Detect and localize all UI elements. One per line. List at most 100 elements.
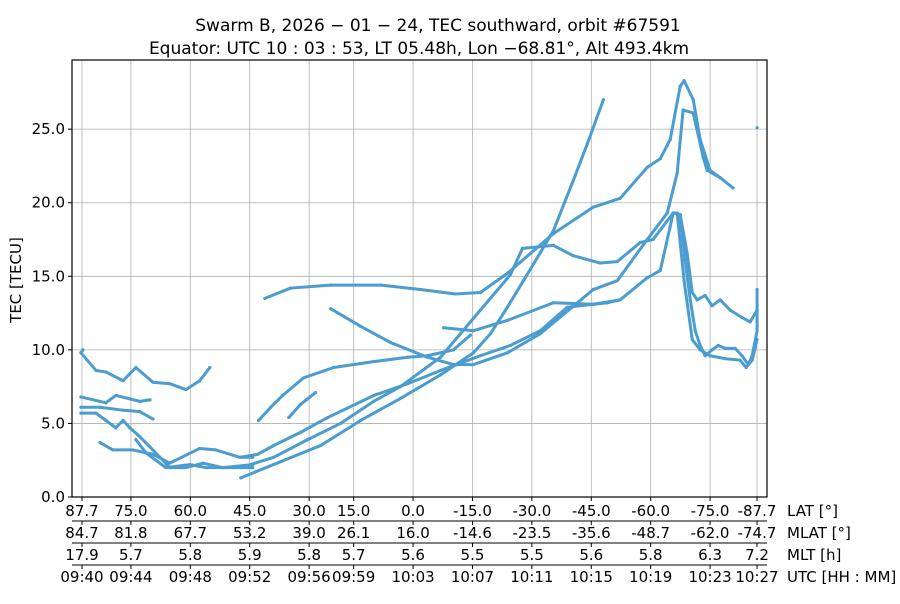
x-axis-mlat: 84.7 81.8 67.7 53.2 39.0 26.1 16.0 -14.6 -23.5 -3… [65,520,851,542]
x-tick-label: 5.5 [520,546,544,564]
data-point [257,418,261,423]
x-tick-label: -30.0 [512,502,551,520]
data-point [571,179,575,183]
x-tick-label: 15.0 [337,502,370,520]
tec-track-line [442,211,759,367]
data-point [104,401,108,405]
data-point [693,329,697,333]
data-point [615,279,619,283]
data-point [478,290,482,295]
x-tick-label: 5.7 [119,546,143,564]
data-point [131,448,135,452]
x-tick-label: 5.8 [178,546,202,564]
data-point [279,460,283,464]
x-tick-label: 17.9 [65,546,98,564]
tec-track-line [257,333,472,422]
x-tick-label: 10:03 [391,568,434,586]
data-point [128,426,132,430]
data-point [690,337,694,342]
tec-track [79,405,155,421]
x-tick-label: -87.7 [738,502,777,520]
x-tick-label: 26.1 [337,524,370,542]
data-point [618,196,622,200]
x-tick-label: 7.2 [745,546,769,564]
data-point [723,346,727,350]
data-point [658,156,662,161]
data-point [708,354,712,358]
tec-track [263,78,735,300]
data-point [678,212,682,217]
data-point [551,243,556,247]
data-point [505,305,509,309]
data-point [134,438,138,442]
tec-track [239,211,759,470]
data-point [478,308,482,312]
x-tick-label: 10:07 [451,568,494,586]
data-point [121,418,125,423]
data-point [755,308,759,312]
data-point [571,254,575,258]
data-point [289,286,293,290]
data-point [468,333,473,337]
data-point [329,307,333,311]
x-tick-label: 16.0 [396,524,429,542]
x-tick-label: -45.0 [572,502,611,520]
tec-track-line [98,441,255,465]
data-point [688,298,692,302]
tec-track-line [239,211,759,470]
data-point [755,287,759,292]
x-tick-label: 10:15 [570,568,613,586]
data-point [239,465,243,470]
tec-track [98,440,255,465]
x-axis-lat: 87.7 75.0 60.0 45.0 30.0 15.0 0.0 -15.0 -30.0 -45… [65,497,838,520]
data-point [372,393,376,398]
x-tick-label: 09:48 [169,568,212,586]
data-point [201,461,205,465]
data-point [406,355,410,359]
data-point [671,211,675,215]
data-point [728,308,732,312]
data-point [221,465,225,470]
data-point [505,351,509,355]
data-point [151,417,155,421]
data-point [148,445,152,449]
data-point [615,259,619,264]
data-point [379,283,383,287]
data-point [681,108,685,112]
data-point [138,435,142,439]
tec-track [441,211,759,367]
x-axis-mlt: 17.9 5.7 5.8 5.9 5.8 5.7 5.6 5.5 5.5 5.6 5.8 6.3 7.2… [65,542,841,564]
x-tick-label: -75.0 [691,502,730,520]
tec-track-line [329,108,722,367]
data-point [121,408,125,412]
data-point [326,415,330,420]
x-tick-label: -15.0 [453,502,492,520]
data-point [508,273,512,277]
data-point [551,301,556,305]
data-point [645,237,649,242]
data-point [168,461,172,465]
data-point [425,355,430,359]
data-point [538,251,542,255]
y-tick-label: 0.0 [41,488,65,506]
data-point [263,296,267,300]
data-point [94,368,98,373]
data-point [678,84,682,89]
x-tick-label: -60.0 [631,502,670,520]
data-point [645,165,649,170]
data-point [740,354,744,358]
data-point [748,320,752,324]
y-axis: 0.0 5.0 10.0 15.0 20.0 25.0 [32,120,72,506]
x-tick-label: 09:40 [60,568,103,586]
x-tick-label: 53.2 [233,524,266,542]
x-tick-label: 5.7 [342,546,366,564]
data-point [682,78,686,83]
data-point [746,362,750,367]
data-point [398,385,403,389]
x-tick-label: 6.3 [698,546,722,564]
chart-title-line-2: Equator: UTC 10 : 03 : 53, LT 05.48h, Lo… [149,39,689,59]
data-point [618,298,622,302]
data-point [214,448,218,452]
y-axis-label: TEC [TECU] [7,237,25,324]
